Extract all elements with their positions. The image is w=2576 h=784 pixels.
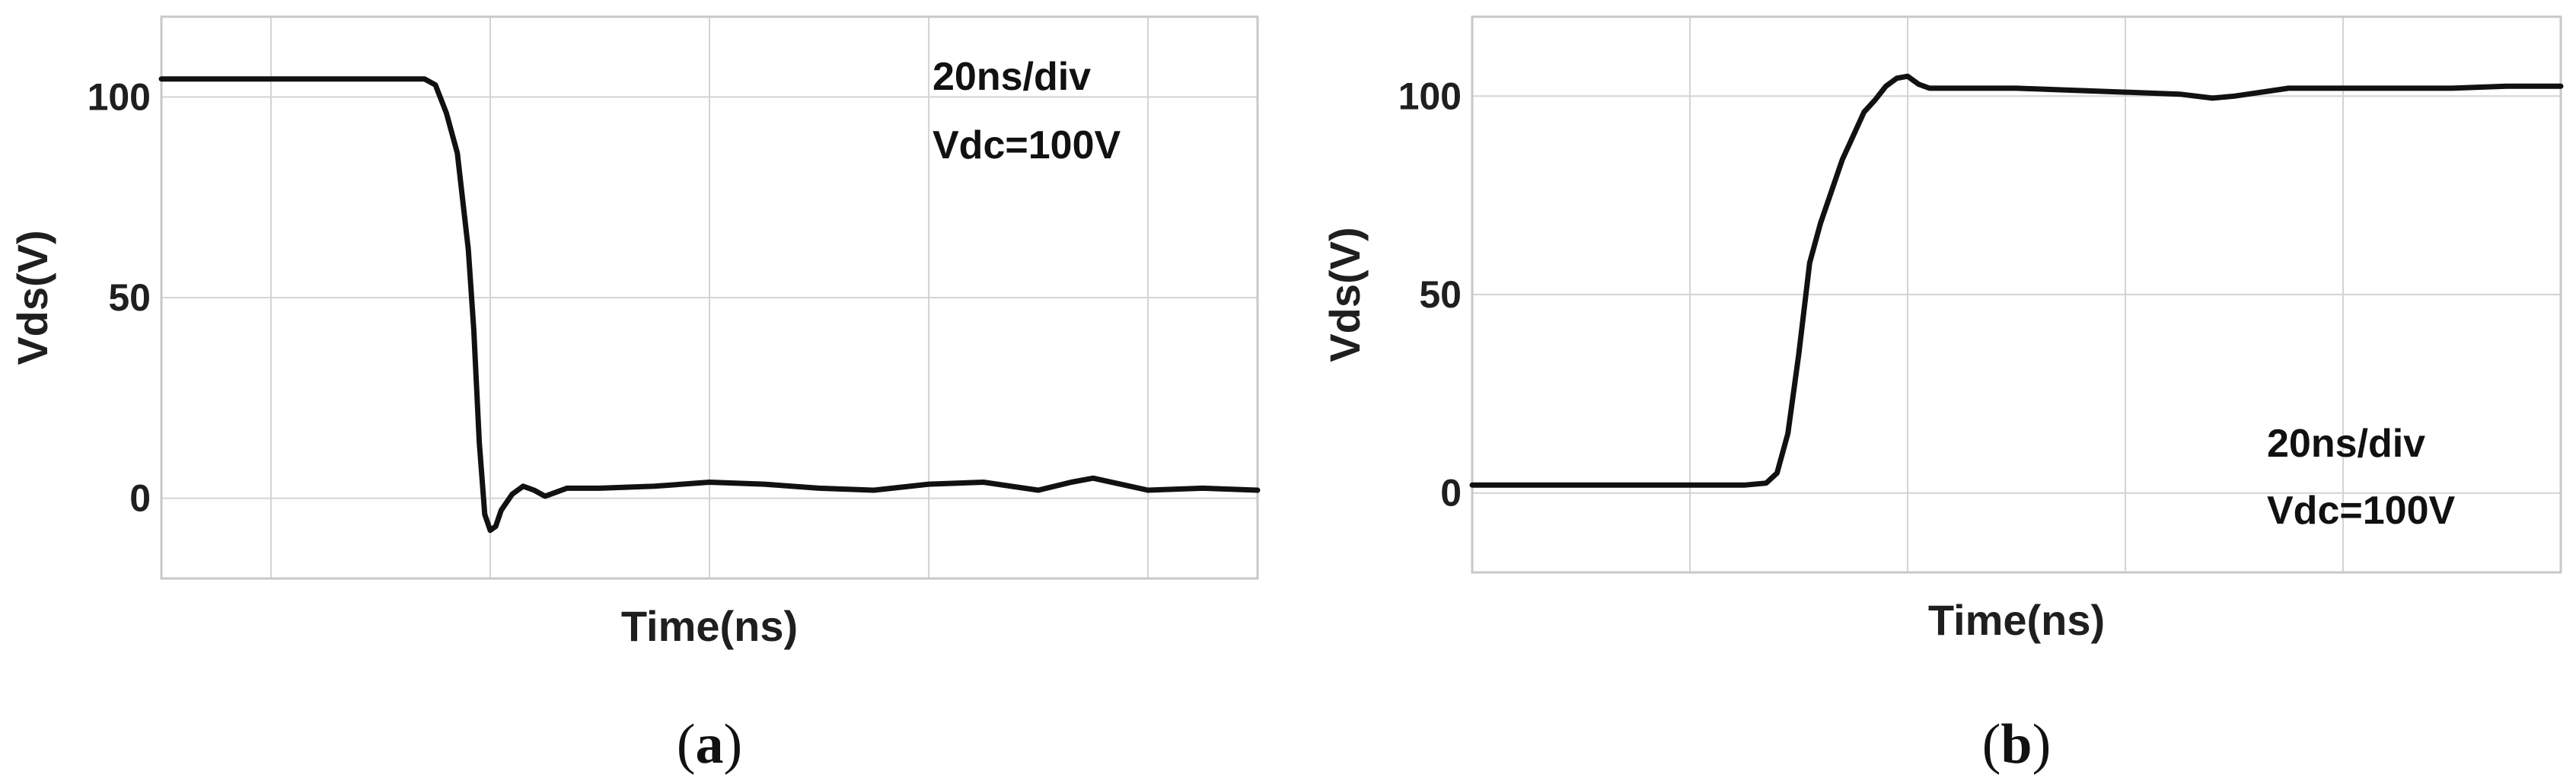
panel-b: 0 50 100 Time(ns) Vds(V) 20ns/div Vdc=100V… (1321, 15, 2564, 776)
panel-a-frame (160, 15, 1259, 580)
panel-b-caption: (b) (1982, 713, 2051, 776)
panel-a-caption-close: ) (724, 713, 743, 776)
panel-b-ytick-label-2: 100 (1398, 75, 1462, 117)
panel-b-caption-close: ) (2032, 713, 2052, 776)
panel-a-caption-letter: a (696, 713, 724, 776)
panel-a-ytick-label-2: 100 (88, 75, 151, 118)
panel-b-annotation-vdc: Vdc=100V (2267, 489, 2455, 533)
panel-b-frame (1471, 15, 2562, 574)
panel-a-grid (161, 17, 1258, 578)
panel-b-yticks: 0 50 100 (1398, 75, 1462, 514)
panel-a: 0 50 100 Time(ns) Vds(V) 20ns/div Vdc=100V… (8, 15, 1261, 776)
panel-a-annotation-timebase: 20ns/div (933, 55, 1091, 99)
panel-b-annotation-timebase: 20ns/div (2267, 422, 2425, 466)
panel-a-annotation-vdc: Vdc=100V (933, 123, 1121, 167)
panel-a-trace (158, 76, 1261, 534)
panel-a-xlabel: Time(ns) (621, 602, 798, 650)
panel-a-yticks: 0 50 100 (88, 75, 151, 519)
panel-b-caption-open: ( (1982, 713, 2001, 776)
panel-b-ylabel: Vds(V) (1321, 227, 1369, 362)
panel-a-ylabel: Vds(V) (8, 230, 56, 365)
panel-b-caption-letter: b (2001, 713, 2032, 776)
panel-a-ytick-label-0: 0 (129, 477, 151, 520)
panel-b-ytick-label-1: 50 (1419, 273, 1462, 316)
panel-a-ytick-label-1: 50 (108, 276, 151, 319)
panel-b-xlabel: Time(ns) (1928, 596, 2105, 644)
panel-b-ytick-label-0: 0 (1440, 472, 1462, 515)
panel-b-trace (1469, 73, 2564, 488)
panel-b-grid (1472, 17, 2561, 572)
panel-a-caption: (a) (677, 713, 742, 776)
panel-a-caption-open: ( (677, 713, 696, 776)
